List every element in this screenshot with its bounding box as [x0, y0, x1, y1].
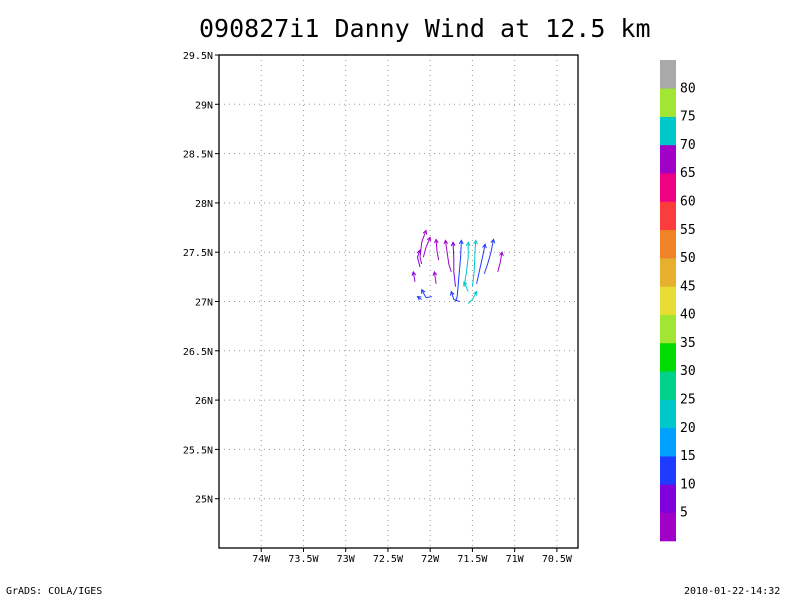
colorbar-label: 55	[680, 223, 696, 238]
wind-streamline	[421, 289, 432, 299]
wind-streamline	[463, 281, 469, 292]
wind-streamline	[463, 242, 469, 287]
lon-tick-label: 72W	[421, 554, 440, 565]
colorbar-segment	[660, 60, 676, 89]
lat-tick-label: 25.5N	[183, 445, 213, 456]
wind-arrowhead	[426, 236, 432, 242]
colorbar-label: 20	[680, 421, 696, 436]
lat-tick-label: 27N	[195, 298, 213, 309]
colorbar-label: 45	[680, 279, 696, 294]
footer-credit: GrADS: COLA/IGES	[6, 586, 103, 597]
wind-arrowhead	[422, 229, 428, 235]
colorbar-segment	[660, 484, 676, 514]
wind-arrowhead	[482, 243, 487, 249]
colorbar-label: 5	[680, 506, 688, 521]
wind-arrowhead	[458, 239, 464, 245]
colorbar-segment	[660, 314, 676, 344]
colorbar-label: 65	[680, 166, 696, 181]
wind-streamline	[497, 252, 503, 273]
colorbar-label: 35	[680, 336, 696, 351]
wind-streamlines	[411, 229, 504, 304]
colorbar-segment	[660, 258, 676, 287]
wind-streamline	[416, 250, 421, 268]
wind-arrowhead	[473, 290, 478, 296]
colorbar-label: 50	[680, 251, 696, 266]
wind-arrowhead	[443, 239, 449, 245]
wind-streamline	[471, 240, 477, 287]
wind-streamline	[435, 239, 440, 261]
colorbar-segment	[660, 371, 676, 400]
colorbar-segment	[660, 88, 676, 117]
colorbar-label: 40	[680, 308, 696, 323]
colorbar-label: 25	[680, 393, 696, 408]
colorbar: 5 10 15 20 25 30 35 40 45 50 55 60 65 70 75 80	[660, 60, 696, 542]
wind-arrowhead	[473, 239, 478, 245]
colorbar-segment	[660, 201, 676, 231]
colorbar-segment	[660, 399, 676, 429]
wind-arrowhead	[432, 270, 438, 276]
lon-tick-label: 71W	[506, 554, 525, 565]
lon-tick-label: 71.5W	[457, 554, 488, 565]
lon-tick-label: 73.5W	[288, 554, 319, 565]
lat-tick-label: 29N	[195, 100, 213, 111]
wind-streamline	[483, 239, 494, 275]
colorbar-label: 15	[680, 449, 696, 464]
wind-arrowhead	[434, 238, 439, 244]
colorbar-segment	[660, 456, 676, 485]
lat-tick-label: 26N	[195, 396, 213, 407]
colorbar-label: 60	[680, 194, 696, 209]
lat-tick-label: 26.5N	[183, 347, 213, 358]
wind-arrowhead	[411, 270, 417, 276]
wind-arrowhead	[421, 288, 426, 294]
colorbar-label: 70	[680, 138, 696, 153]
colorbar-segment	[660, 286, 676, 315]
wind-streamline	[450, 291, 460, 302]
wind-arrowhead	[450, 241, 456, 247]
wind-arrowhead	[465, 241, 471, 247]
wind-streamline	[433, 271, 437, 284]
colorbar-segment	[660, 229, 676, 259]
lat-tick-label: 27.5N	[183, 248, 213, 259]
wind-arrowhead	[450, 290, 455, 296]
colorbar-segment	[660, 144, 676, 174]
lon-tick-label: 72.5W	[373, 554, 404, 565]
axis-ticks: 74W 73.5W 73W 72.5W 72W 71.5W 71W 70.5W 29.5N 29N…	[183, 51, 573, 565]
colorbar-segment	[660, 512, 676, 542]
colorbar-label: 30	[680, 364, 696, 379]
lon-tick-label: 73W	[337, 554, 356, 565]
colorbar-label: 75	[680, 110, 696, 125]
colorbar-label: 80	[680, 81, 696, 96]
colorbar-segment	[660, 427, 676, 457]
colorbar-label: 10	[680, 477, 696, 492]
wind-arrowhead	[416, 296, 422, 301]
wind-streamline	[452, 242, 456, 287]
lat-tick-label: 28.5N	[183, 150, 213, 161]
map-title-text: 090827i1 Danny Wind at 12.5 km	[199, 14, 651, 43]
wind-arrowhead	[490, 238, 496, 244]
wind-arrowhead	[463, 280, 468, 286]
colorbar-segment	[660, 342, 676, 372]
lat-tick-label: 28N	[195, 199, 213, 210]
wind-arrowhead	[499, 251, 504, 257]
lat-tick-label: 25N	[195, 495, 213, 506]
colorbar-segment	[660, 173, 676, 202]
wind-streamline	[467, 291, 478, 304]
colorbar-segment	[660, 116, 676, 146]
lat-tick-label: 29.5N	[183, 51, 213, 62]
wind-streamline	[476, 244, 486, 284]
lon-tick-label: 74W	[252, 554, 271, 565]
wind-streamline	[455, 240, 462, 302]
wind-arrowhead	[416, 249, 422, 255]
grid-lines	[219, 55, 578, 548]
wind-streamline	[419, 230, 427, 265]
lon-tick-label: 70.5W	[542, 554, 573, 565]
wind-streamline	[444, 240, 452, 273]
wind-streamline	[422, 237, 431, 258]
wind-streamline	[412, 271, 416, 282]
footer-timestamp: 2010-01-22-14:32	[684, 586, 781, 597]
